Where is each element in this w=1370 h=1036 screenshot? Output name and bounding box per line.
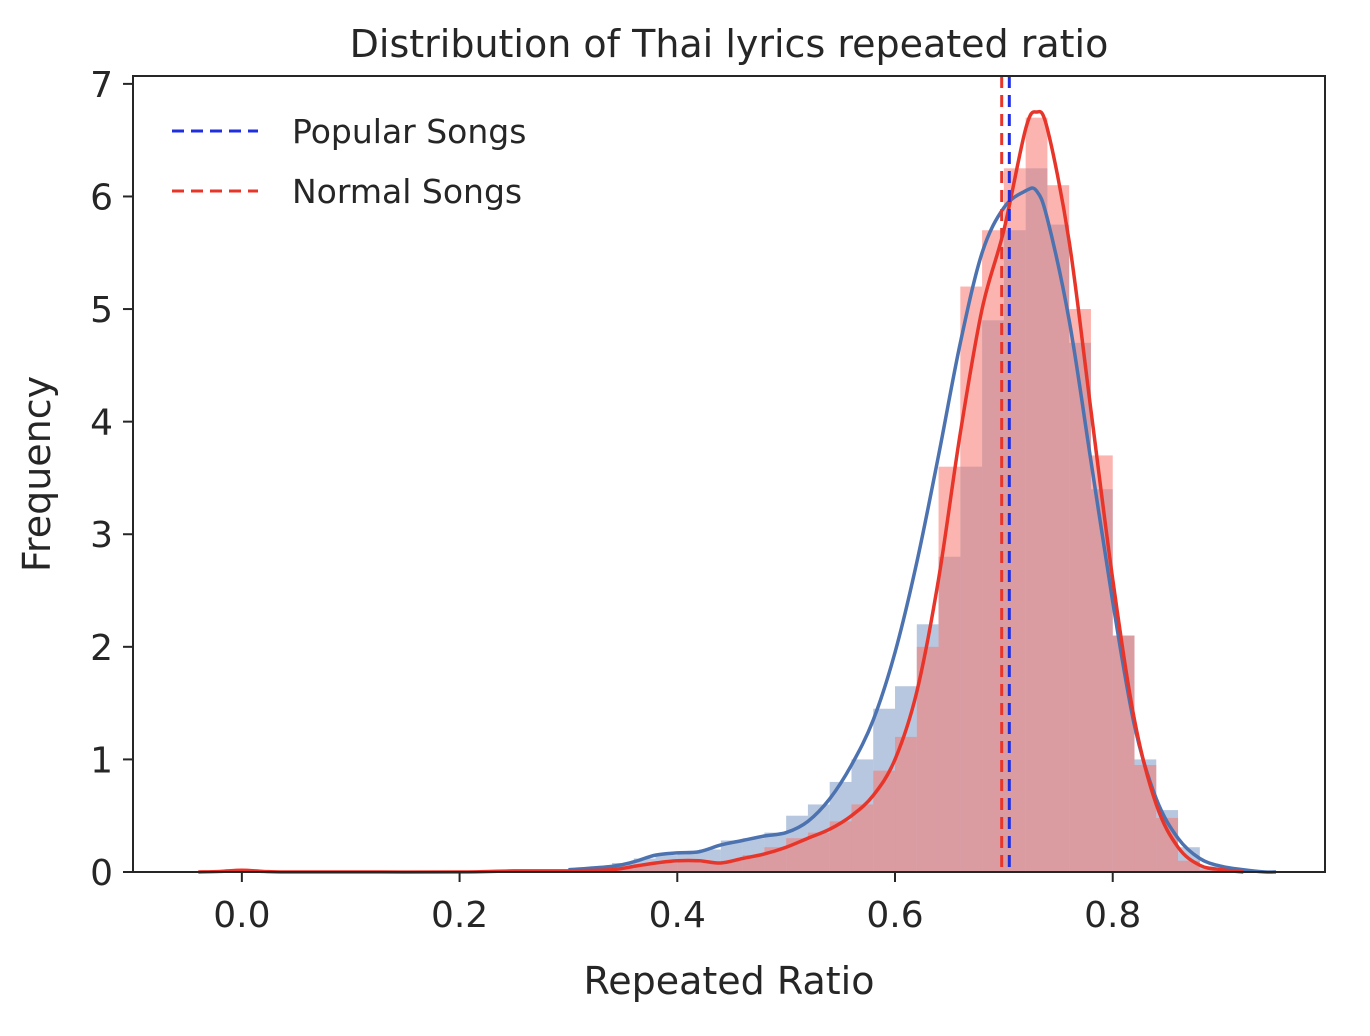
bar-normal-20: [1003, 168, 1026, 872]
y-tick-label: 7: [90, 65, 113, 106]
plot-frame: [132, 75, 1326, 873]
y-tick-label: 3: [90, 515, 113, 556]
bar-normal-22: [1047, 185, 1070, 872]
legend-popular-label: Popular Songs: [292, 112, 526, 151]
y-axis-ticks: 0 1 2 3 4 5 6 7: [90, 65, 133, 894]
kde-popular: [568, 186, 1277, 874]
y-tick-label: 0: [90, 853, 113, 894]
bar-normal-6: [699, 862, 721, 872]
legend-normal-label: Normal Songs: [292, 172, 522, 211]
bar-normal-19: [982, 230, 1004, 873]
x-tick-label: 0.0: [213, 895, 270, 936]
kde-normal: [198, 109, 1244, 874]
x-axis-label: Repeated Ratio: [584, 959, 875, 1003]
bar-normal-8: [742, 855, 765, 872]
bar-normal-21: [1025, 117, 1048, 872]
y-axis-label: Frequency: [15, 376, 59, 572]
y-tick-label: 5: [90, 290, 113, 331]
kde-curves: [198, 109, 1277, 874]
y-tick-label: 1: [90, 740, 113, 781]
bar-normal-16: [916, 646, 939, 872]
bar-normal-5: [677, 860, 700, 872]
x-axis-ticks: 0.0 0.2 0.4 0.6 0.8: [213, 872, 1141, 936]
y-tick-label: 2: [90, 628, 113, 669]
x-tick-label: 0.6: [866, 895, 923, 936]
bar-normal-17: [938, 466, 961, 872]
bar-normal-11: [807, 832, 830, 872]
x-tick-label: 0.8: [1084, 895, 1141, 936]
bar-normal-4: [655, 862, 678, 872]
bar-normal-28: [1178, 860, 1200, 872]
bar-normal-23: [1069, 309, 1091, 872]
bar-normal-12: [829, 821, 852, 872]
legend: Popular Songs Normal Songs: [172, 112, 526, 211]
y-tick-label: 4: [90, 403, 113, 444]
chart-title: Distribution of Thai lyrics repeated rat…: [350, 22, 1109, 66]
x-tick-label: 0.4: [649, 895, 706, 936]
x-tick-label: 0.2: [431, 895, 488, 936]
bar-normal-24: [1090, 455, 1113, 872]
bar-normal-15: [895, 736, 917, 872]
bar-normal-26: [1134, 765, 1157, 872]
y-tick-label: 6: [90, 177, 113, 218]
bar-normal-3: [633, 864, 656, 872]
bar-normal-13: [851, 804, 874, 872]
bar-normal-14: [873, 770, 896, 872]
bar-normal-7: [720, 860, 743, 872]
bar-normal-29: [1199, 869, 1222, 872]
bar-normal-18: [960, 286, 983, 873]
